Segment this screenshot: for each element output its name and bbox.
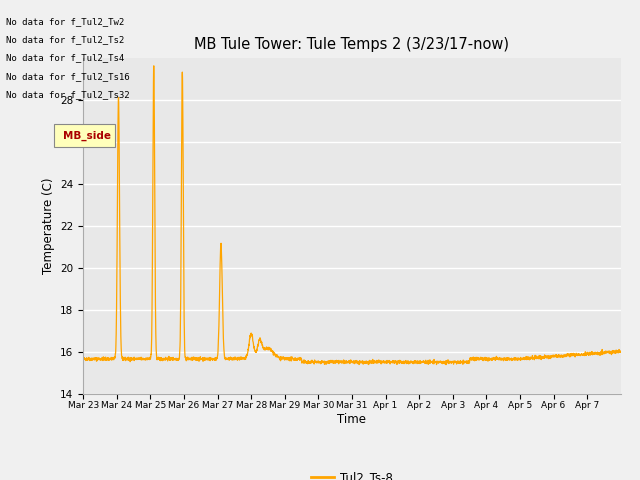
Text: MB_side: MB_side [63, 130, 111, 141]
Legend: Tul2_Ts-8: Tul2_Ts-8 [306, 466, 398, 480]
Y-axis label: Temperature (C): Temperature (C) [42, 177, 54, 274]
Text: No data for f_Tul2_Ts16: No data for f_Tul2_Ts16 [6, 72, 130, 81]
Text: No data for f_Tul2_Ts2: No data for f_Tul2_Ts2 [6, 35, 125, 44]
Text: No data for f_Tul2_Ts4: No data for f_Tul2_Ts4 [6, 53, 125, 62]
Text: No data for f_Tul2_Ts32: No data for f_Tul2_Ts32 [6, 90, 130, 99]
Title: MB Tule Tower: Tule Temps 2 (3/23/17-now): MB Tule Tower: Tule Temps 2 (3/23/17-now… [195, 37, 509, 52]
X-axis label: Time: Time [337, 413, 367, 426]
Text: No data for f_Tul2_Tw2: No data for f_Tul2_Tw2 [6, 17, 125, 26]
